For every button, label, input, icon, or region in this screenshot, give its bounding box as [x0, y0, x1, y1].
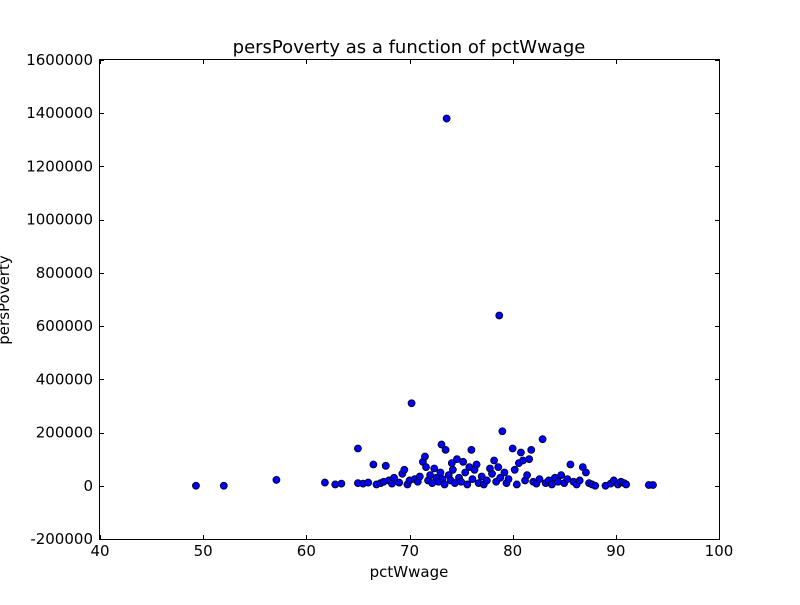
data-point [472, 460, 481, 469]
data-point [442, 114, 451, 123]
data-point [461, 468, 470, 477]
data-point [494, 463, 503, 472]
data-point [436, 468, 445, 477]
ticks-layer: 40 50 60 70 80 90 100 -200000 0 200000 400000 60000… [26, 51, 733, 560]
data-point [510, 465, 519, 474]
y-tick-label: 200000 [36, 424, 93, 442]
data-point [421, 452, 429, 461]
points-layer [192, 114, 657, 490]
x-tick-label: 70 [400, 542, 419, 560]
data-point [554, 477, 562, 486]
data-point [622, 480, 631, 489]
data-point [496, 473, 505, 482]
data-point [390, 473, 398, 482]
y-axis-title: persPoverty [0, 255, 13, 345]
y-tick-label: 1400000 [26, 104, 93, 122]
data-point [535, 475, 544, 484]
data-point [337, 479, 346, 488]
data-point [488, 469, 496, 478]
data-point [525, 455, 534, 464]
data-point [415, 472, 424, 481]
y-tick-label: 1600000 [26, 51, 93, 69]
y-tick-label: 1000000 [26, 211, 93, 229]
x-tick-label: 80 [503, 542, 522, 560]
data-point [582, 468, 590, 477]
data-point [381, 461, 390, 470]
data-point [369, 460, 378, 469]
data-point [192, 481, 200, 490]
data-point [512, 480, 521, 489]
data-point [649, 481, 657, 489]
data-point [508, 444, 517, 453]
y-tick-label: 1200000 [26, 157, 93, 175]
y-tick-label: 800000 [36, 264, 93, 282]
data-point [467, 445, 476, 454]
x-tick-label: 90 [606, 542, 625, 560]
x-tick-label: 60 [297, 542, 316, 560]
x-tick-label: 100 [705, 542, 734, 560]
data-point [591, 481, 600, 490]
data-point [219, 481, 228, 490]
data-point [459, 457, 468, 466]
data-point [495, 311, 504, 320]
data-point [272, 476, 281, 484]
data-point [477, 472, 486, 481]
y-tick-label: 400000 [36, 370, 93, 388]
y-tick-label: 600000 [36, 317, 93, 335]
data-point [364, 478, 373, 487]
data-point [490, 456, 498, 465]
data-point [440, 480, 449, 489]
data-point [395, 478, 404, 487]
data-point [504, 475, 513, 484]
data-point [468, 475, 477, 484]
x-tick-label: 40 [90, 542, 109, 560]
data-point [448, 465, 457, 474]
y-tick-label: 0 [83, 477, 93, 495]
data-point [482, 476, 491, 485]
data-point [557, 471, 566, 480]
data-point [519, 456, 527, 465]
data-point [400, 465, 409, 474]
data-point [527, 445, 536, 454]
data-point [437, 440, 446, 449]
x-tick-label: 50 [194, 542, 213, 560]
data-point [517, 448, 525, 457]
data-point [566, 460, 575, 469]
data-point [498, 427, 507, 436]
data-point [441, 445, 450, 454]
x-axis-title: pctWwage [370, 563, 449, 581]
data-point [407, 399, 416, 408]
data-point [463, 480, 472, 489]
data-point [538, 435, 547, 444]
data-point [430, 464, 439, 473]
data-point [575, 476, 584, 485]
data-point [422, 463, 430, 472]
chart-title: persPoverty as a function of pctWwage [233, 37, 586, 58]
plot-frame [99, 59, 720, 540]
data-point [321, 478, 329, 487]
y-tick-label: -200000 [30, 530, 93, 548]
data-point [523, 471, 532, 480]
data-point [354, 444, 362, 453]
data-point [500, 468, 509, 477]
